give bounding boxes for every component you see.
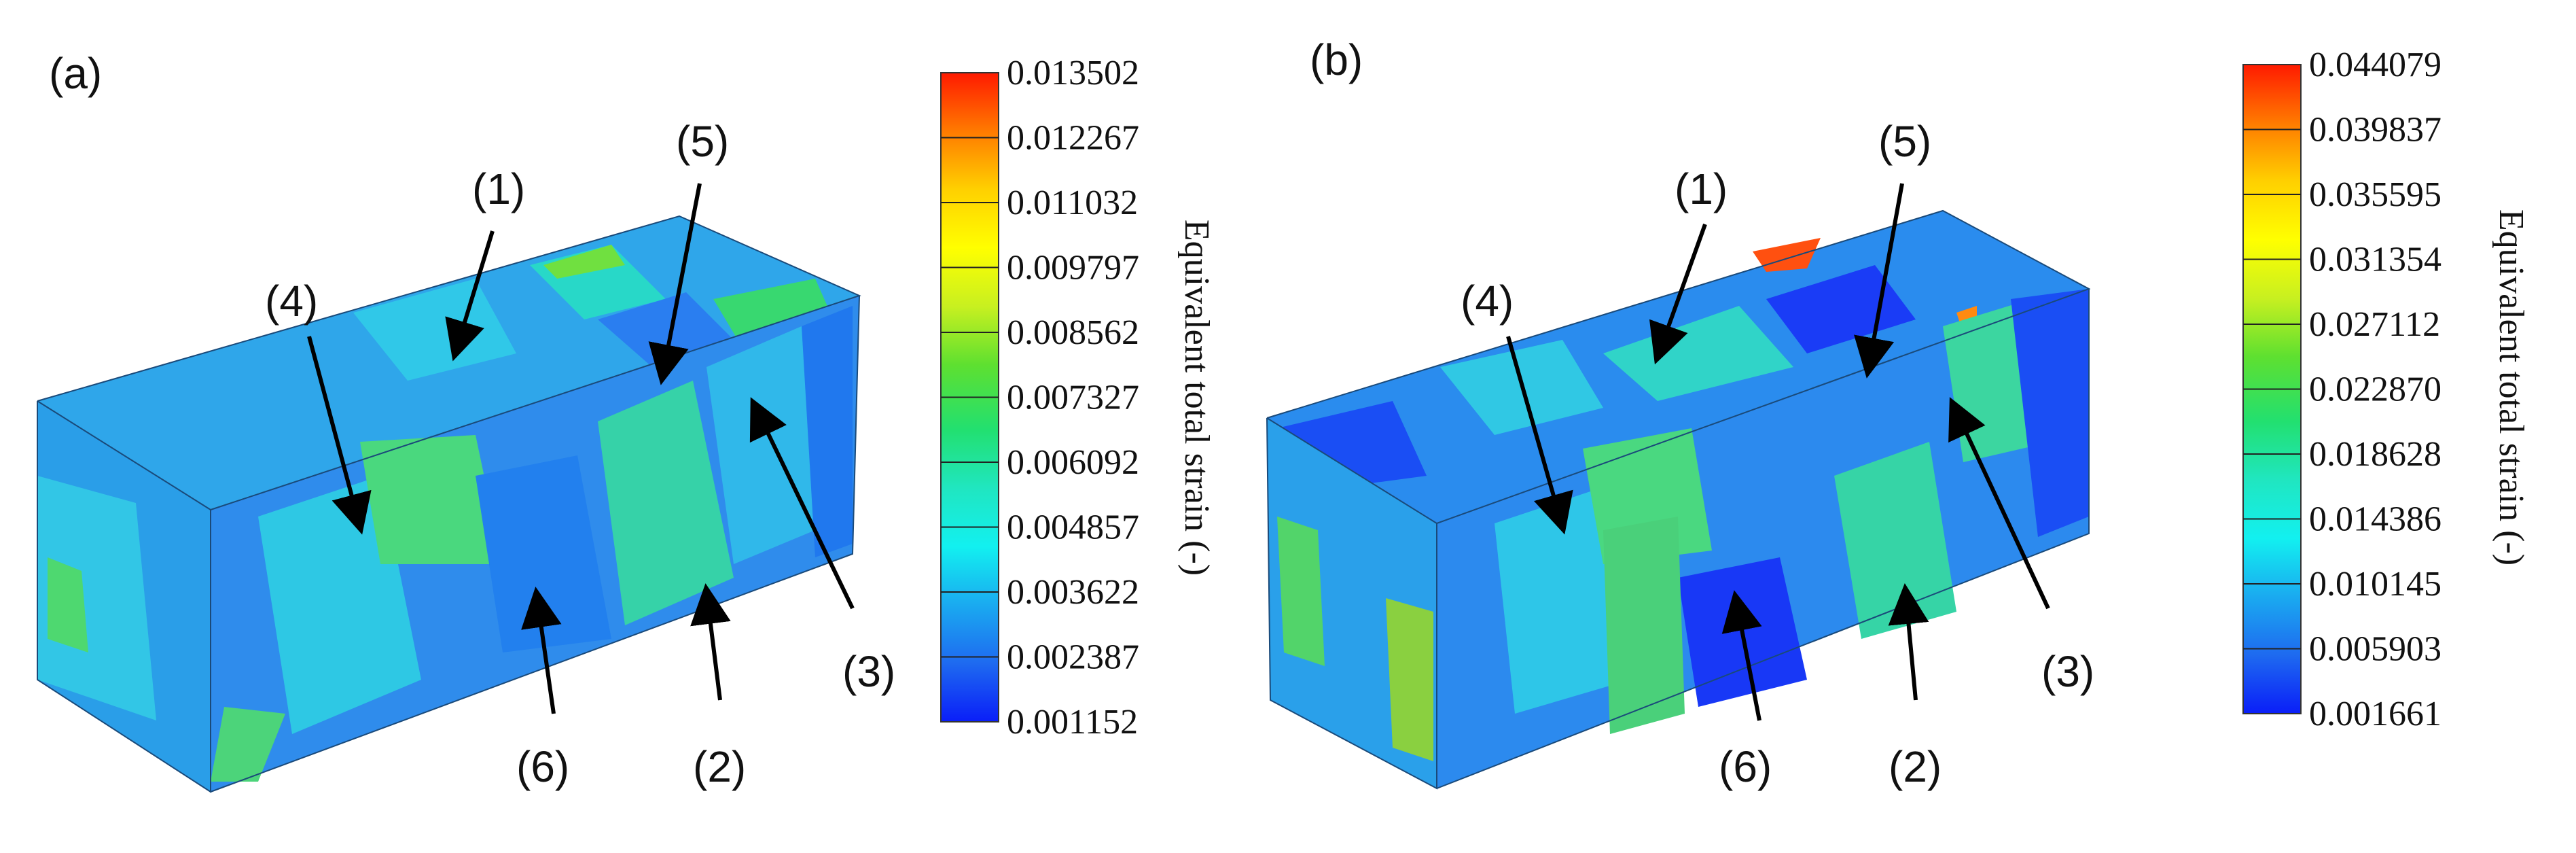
grain-b-front-1 (1277, 517, 1325, 666)
block-b-front-edges (1266, 417, 1437, 790)
callout-b-2: (2) (1889, 742, 1942, 791)
colorbar-tick-label: 0.010145 (2309, 565, 2441, 604)
colorbar-tick-label: 0.014386 (2309, 500, 2441, 539)
panel-b-label: (b) (1310, 35, 1363, 84)
grain-a-side-4 (598, 381, 734, 625)
colorbar-tick-label: 0.044079 (2309, 46, 2441, 84)
arrow-b-2 (1888, 583, 1929, 701)
colorbar-tick-label: 0.005903 (2309, 630, 2441, 669)
callout-b-6: (6) (1719, 742, 1772, 791)
block-b-side-edges (1436, 289, 2090, 789)
grain-a-side-6 (802, 306, 853, 557)
arrow-b-3 (1948, 397, 2050, 610)
block-a-side-edges (210, 295, 860, 793)
grain-a-front-1 (37, 476, 156, 720)
arrow-a-6 (521, 587, 562, 714)
colorbar-tick-label: 0.031354 (2309, 241, 2441, 279)
colorbar-tick-label: 0.022870 (2309, 370, 2441, 409)
panel-a: (a) 0. (37, 49, 1216, 793)
grain-a-side-5 (706, 326, 815, 564)
arrow-b-1 (1649, 223, 1707, 365)
colorbar-b-ticks: 0.044079 0.039837 0.035595 0.031354 0.027112… (2243, 46, 2441, 733)
colorbar-tick-label: 0.012267 (1007, 119, 1139, 158)
callout-a-4: (4) (265, 277, 318, 326)
arrow-b-5 (1854, 183, 1904, 379)
callout-a-5: (5) (676, 117, 729, 166)
colorbar-tick-label: 0.007327 (1007, 379, 1139, 417)
panel-a-mesh-block (37, 215, 861, 793)
arrow-b-4 (1506, 336, 1573, 535)
colorbar-a-ticks: 0.013502 0.012267 0.011032 0.009797 0.008562… (941, 54, 1139, 742)
grain-b-top-3 (1603, 306, 1793, 401)
colorbar-tick-label: 0.018628 (2309, 435, 2441, 474)
panel-a-label: (a) (49, 49, 102, 98)
panel-b: (b) (1266, 35, 2530, 791)
arrow-a-4 (307, 336, 372, 535)
colorbar-tick-label: 0.006092 (1007, 443, 1139, 482)
colorbar-a-title: Equivalent total strain (-) (1177, 220, 1216, 576)
colorbar-tick-label: 0.002387 (1007, 638, 1139, 677)
colorbar-tick-label: 0.027112 (2309, 305, 2440, 344)
grain-b-side-7 (1603, 517, 1685, 734)
colorbar-b-title: Equivalent total strain (-) (2492, 209, 2530, 565)
arrow-a-2 (690, 583, 731, 701)
colorbar-tick-label: 0.008562 (1007, 313, 1139, 352)
callouts-b: (1) (2) (3) (4) (5) (6) (1461, 117, 2094, 791)
callout-a-1: (1) (472, 164, 525, 213)
grain-a-front-2 (48, 557, 88, 652)
colorbar-tick-label: 0.001152 (1007, 703, 1138, 742)
arrow-a-3 (749, 397, 855, 610)
grain-a-side-3 (476, 455, 611, 652)
arrow-a-5 (648, 183, 702, 385)
grain-b-side-6 (2011, 289, 2089, 537)
arrow-a-1 (445, 230, 495, 362)
grain-a-top-5 (543, 245, 625, 279)
grain-b-front-2 (1386, 598, 1433, 761)
colorbar-tick-label: 0.003622 (1007, 573, 1139, 612)
callout-b-5: (5) (1878, 117, 1931, 166)
callout-b-3: (3) (2041, 647, 2094, 696)
colorbar-tick-label: 0.011032 (1007, 184, 1138, 222)
colorbar-tick-label: 0.013502 (1007, 54, 1139, 92)
colorbar-tick-label: 0.001661 (2309, 695, 2441, 733)
callout-a-2: (2) (693, 742, 746, 791)
colorbar-tick-label: 0.004857 (1007, 508, 1139, 547)
grain-a-side-2 (360, 435, 503, 564)
callout-a-3: (3) (842, 647, 895, 696)
colorbar-tick-label: 0.039837 (2309, 111, 2441, 150)
arrow-b-6 (1721, 590, 1762, 721)
block-a-front-edges (37, 401, 211, 793)
grain-b-top-4 (1766, 265, 1916, 353)
colorbar-tick-label: 0.035595 (2309, 175, 2441, 214)
grain-a-side-7 (211, 707, 285, 782)
colorbar-tick-label: 0.009797 (1007, 249, 1139, 288)
grain-b-side-1 (1495, 489, 1630, 714)
callout-a-6: (6) (516, 742, 569, 791)
callout-b-4: (4) (1461, 277, 1514, 326)
callouts-a: (1) (2) (3) (4) (5) (6) (265, 117, 895, 791)
callout-b-1: (1) (1675, 164, 1728, 213)
